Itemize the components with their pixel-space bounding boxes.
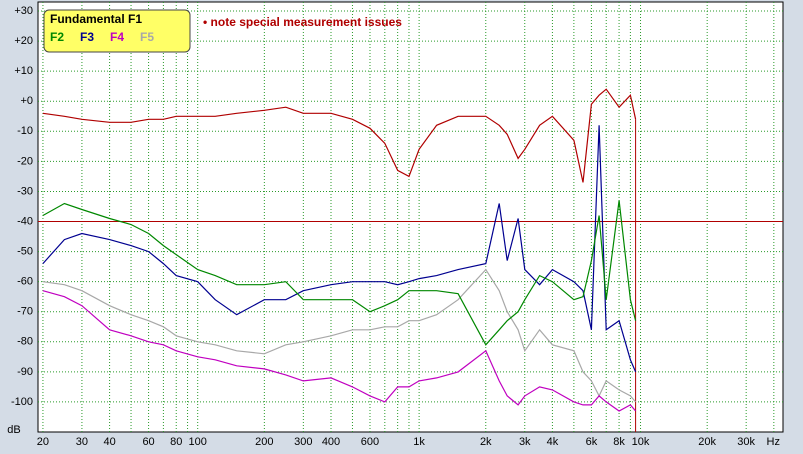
x-tick-label: 80 xyxy=(170,436,182,448)
x-tick-label: 200 xyxy=(255,436,273,448)
y-unit: dB xyxy=(7,424,20,436)
x-tick-label: 20k xyxy=(698,436,716,448)
series-line xyxy=(42,268,637,403)
legend-box xyxy=(43,9,191,53)
plot-area xyxy=(37,1,784,433)
y-tick-label: +30 xyxy=(14,5,33,17)
y-tick-label: +20 xyxy=(14,35,33,47)
y-tick-label: -60 xyxy=(17,276,33,288)
x-tick-label: 40 xyxy=(103,436,115,448)
x-tick-label: 4k xyxy=(547,436,559,448)
x-tick-label: 3k xyxy=(519,436,531,448)
y-tick-label: -100 xyxy=(11,396,33,408)
x-tick-label: 30 xyxy=(76,436,88,448)
y-tick-label: +10 xyxy=(14,65,33,77)
x-tick-label: 600 xyxy=(361,436,379,448)
annotation: • note special measurement issues xyxy=(203,15,402,29)
x-tick-label: 60 xyxy=(142,436,154,448)
x-tick-label: 30k xyxy=(737,436,755,448)
x-tick-label: 300 xyxy=(294,436,312,448)
x-unit: Hz xyxy=(767,436,780,448)
legend: F2 F3 F4 F5 xyxy=(50,30,154,44)
y-tick-label: -30 xyxy=(17,185,33,197)
series-line xyxy=(42,88,637,183)
y-tick-label: -70 xyxy=(17,306,33,318)
legend-entry: F4 xyxy=(110,30,124,44)
legend-entry: F5 xyxy=(140,30,154,44)
x-tick-label: 8k xyxy=(613,436,625,448)
y-tick-label: +0 xyxy=(20,95,33,107)
legend-title: Fundamental F1 xyxy=(50,12,142,26)
series-line xyxy=(42,125,637,373)
x-tick-label: 10k xyxy=(632,436,650,448)
y-tick-label: -50 xyxy=(17,245,33,257)
x-tick-label: 100 xyxy=(189,436,207,448)
legend-entry: F2 xyxy=(50,30,64,44)
y-tick-label: -90 xyxy=(17,366,33,378)
series-line xyxy=(42,200,637,346)
lines xyxy=(38,88,783,432)
x-tick-label: 1k xyxy=(413,436,425,448)
x-tick-label: 2k xyxy=(480,436,492,448)
y-tick-label: -20 xyxy=(17,155,33,167)
x-tick-label: 20 xyxy=(37,436,49,448)
y-tick-label: -80 xyxy=(17,336,33,348)
x-tick-label: 400 xyxy=(322,436,340,448)
x-tick-label: 6k xyxy=(586,436,598,448)
series-line xyxy=(42,290,637,412)
y-tick-label: -40 xyxy=(17,215,33,227)
y-tick-label: -10 xyxy=(17,125,33,137)
legend-entry: F3 xyxy=(80,30,94,44)
